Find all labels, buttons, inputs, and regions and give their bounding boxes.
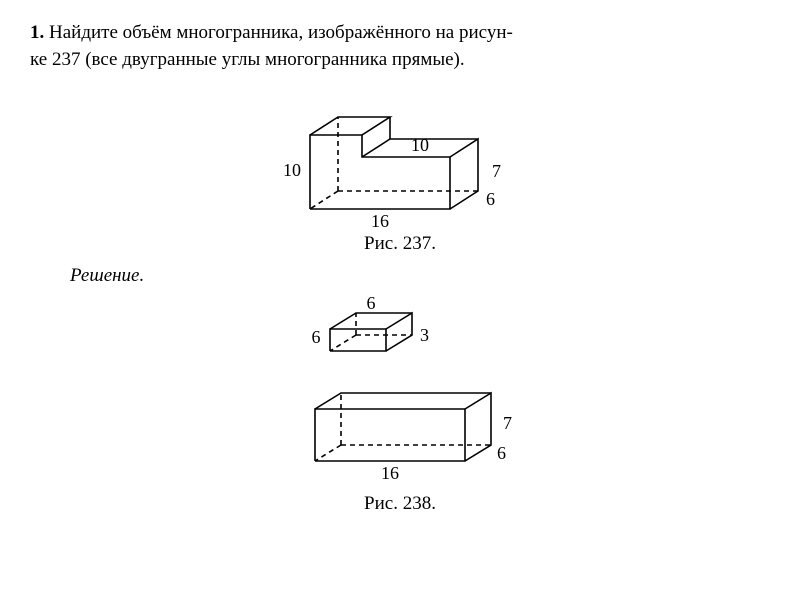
svg-text:6: 6	[367, 293, 376, 313]
figure-238-caption: Рис. 238.	[30, 493, 770, 515]
figure-238-svg: 6 6 3 7 6 16	[270, 291, 530, 491]
svg-text:7: 7	[492, 161, 501, 181]
svg-text:16: 16	[371, 211, 389, 231]
figure-238: 6 6 3 7 6 16 Рис. 238.	[30, 291, 770, 515]
svg-text:6: 6	[486, 189, 495, 209]
problem-statement: 1. Найдите объём многогранника, изображё…	[30, 20, 770, 73]
problem-line1: Найдите объём многогранника, изображённо…	[49, 22, 513, 43]
svg-text:3: 3	[420, 325, 429, 345]
solution-label: Решение.	[70, 265, 770, 287]
svg-text:16: 16	[381, 463, 399, 483]
svg-text:6: 6	[497, 443, 506, 463]
figure-237-svg: 10 10 7 6 16	[270, 81, 530, 231]
problem-number: 1.	[30, 22, 44, 43]
svg-text:6: 6	[312, 327, 321, 347]
figure-237: 10 10 7 6 16 Рис. 237.	[30, 81, 770, 255]
svg-text:7: 7	[503, 413, 512, 433]
problem-line2: ке 237 (все двугранные углы многогранник…	[30, 49, 465, 70]
svg-text:10: 10	[411, 135, 429, 155]
svg-text:10: 10	[283, 160, 301, 180]
figure-237-caption: Рис. 237.	[30, 233, 770, 255]
